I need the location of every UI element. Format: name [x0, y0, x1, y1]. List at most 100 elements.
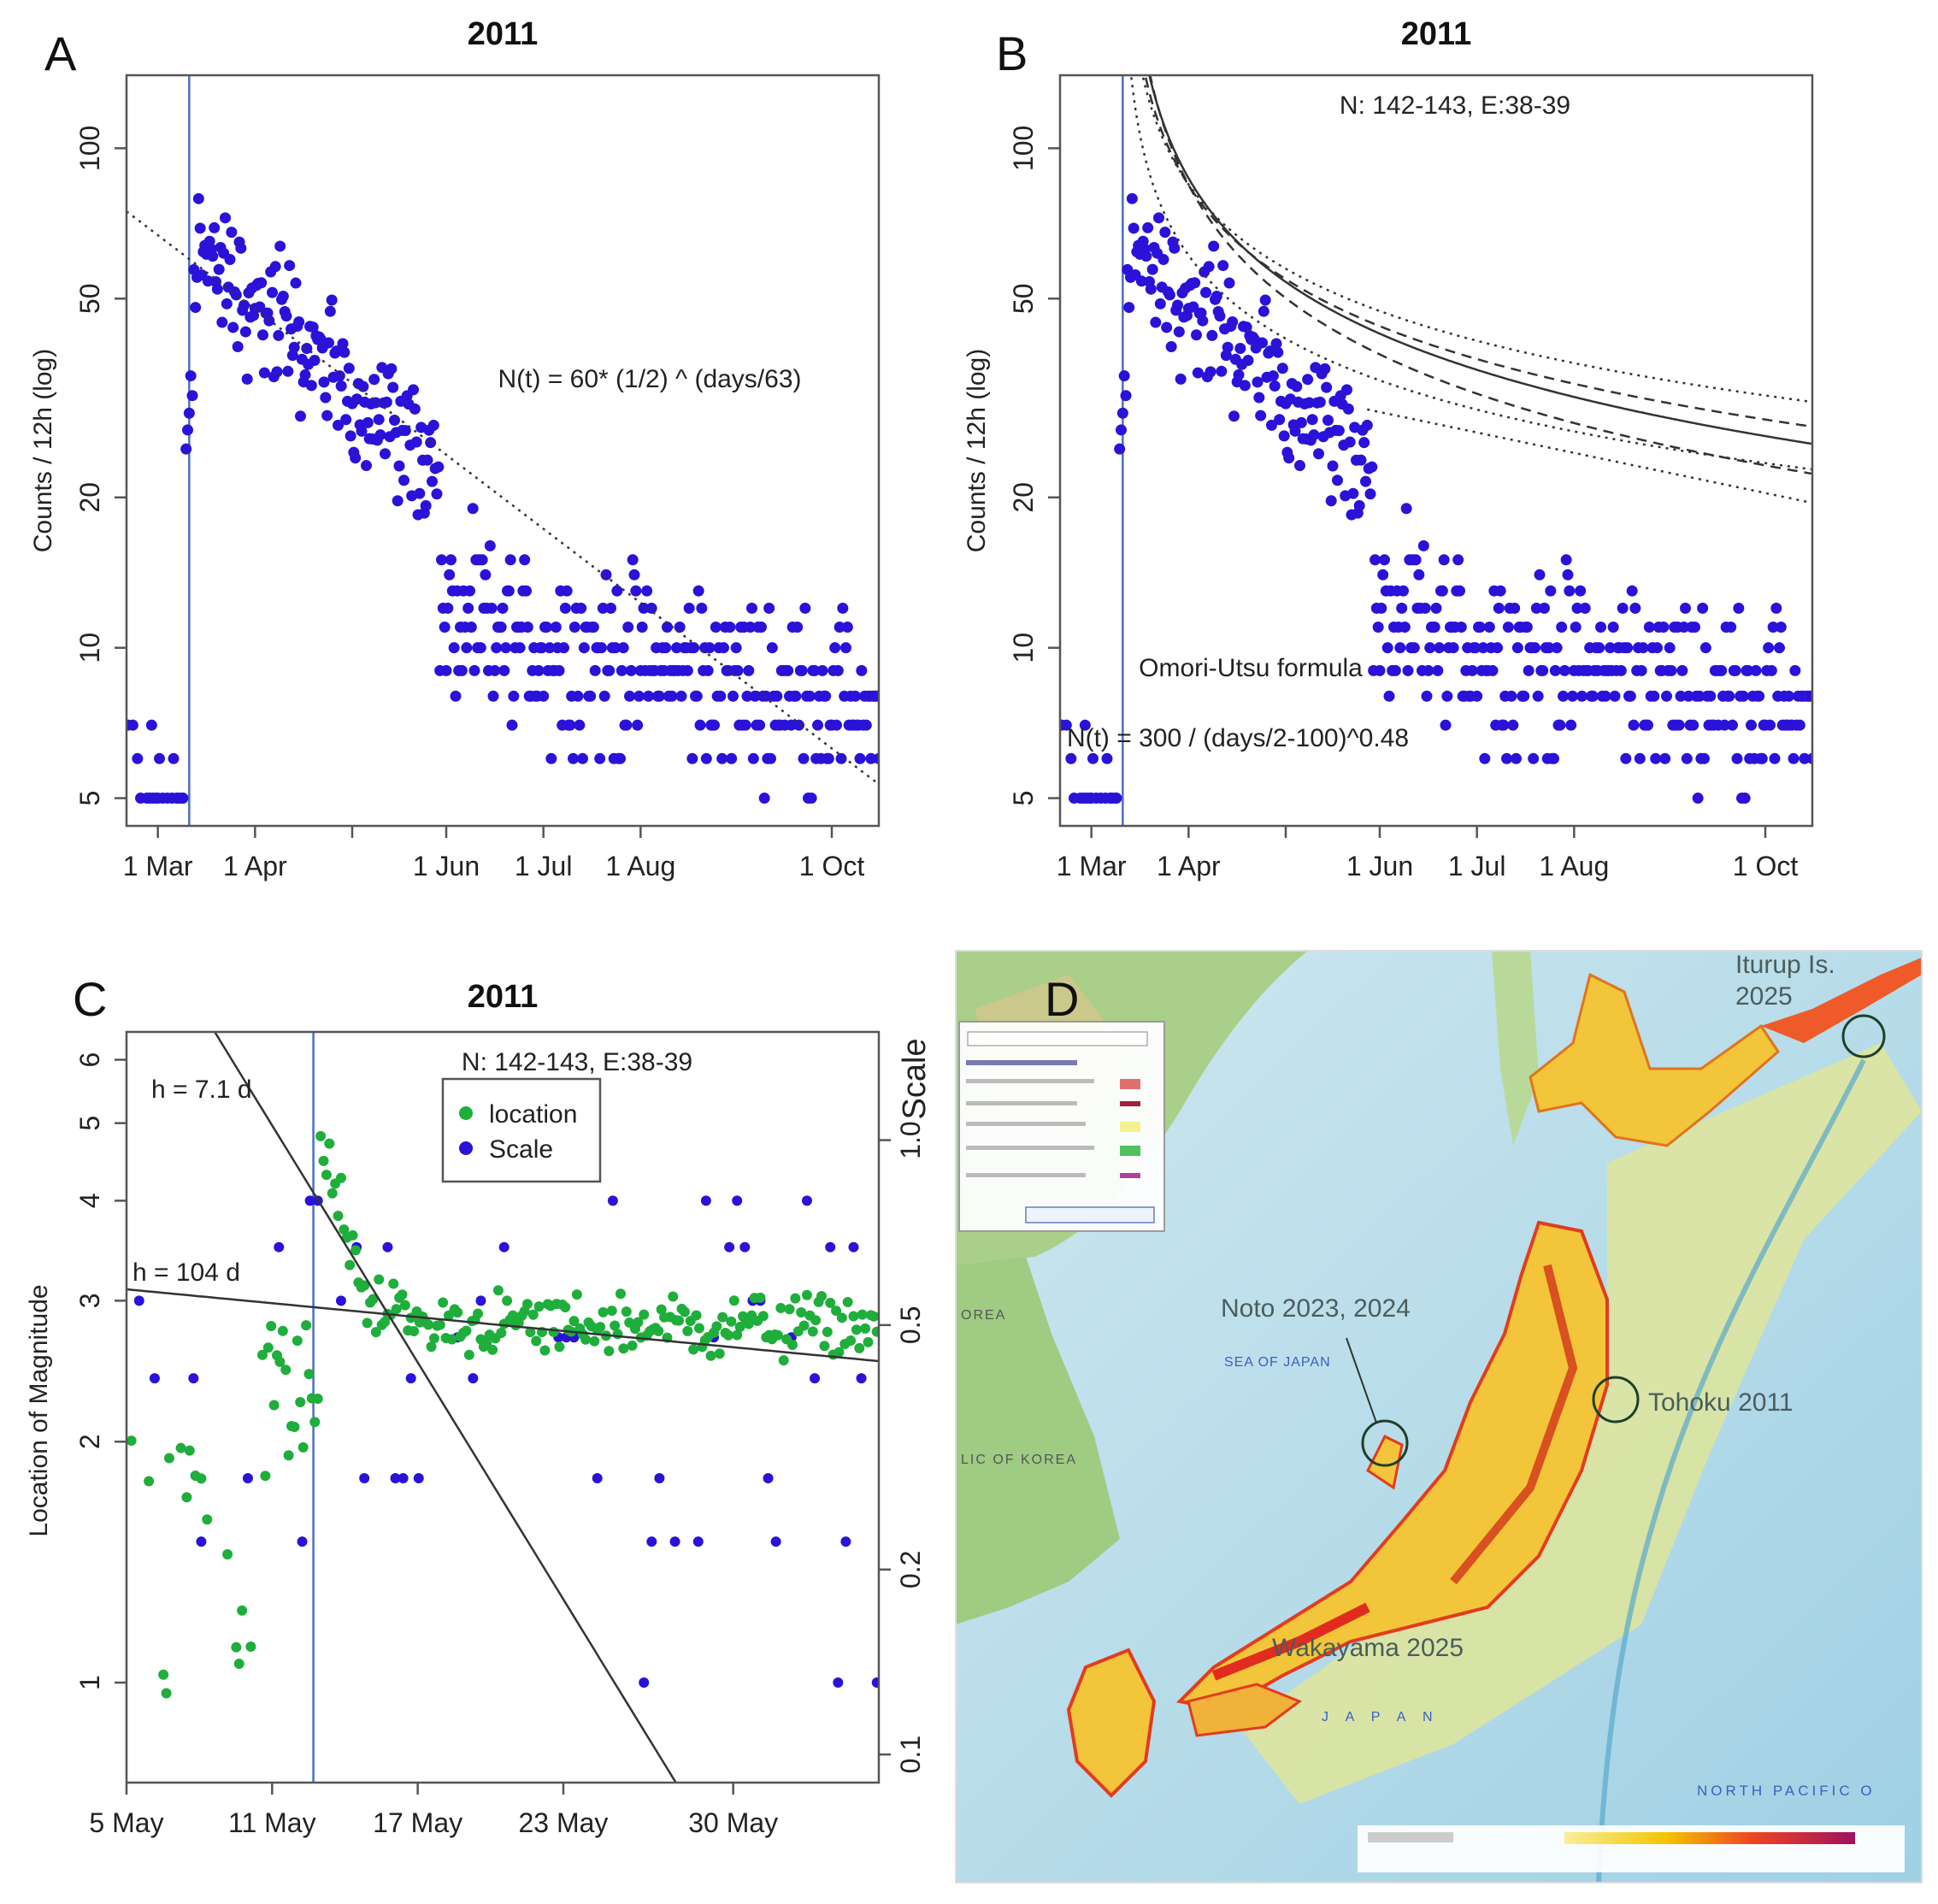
- scale-point: [304, 1195, 315, 1206]
- data-point: [1255, 410, 1267, 421]
- data-point: [1253, 392, 1265, 404]
- data-point: [1257, 337, 1268, 349]
- location-point: [507, 1310, 518, 1321]
- data-point: [636, 621, 648, 633]
- data-point: [444, 569, 456, 581]
- data-point: [1770, 602, 1782, 614]
- data-point: [544, 642, 556, 654]
- location-point: [807, 1326, 818, 1337]
- data-point: [321, 410, 333, 421]
- data-point: [766, 642, 778, 654]
- data-point: [239, 299, 250, 311]
- data-point: [1659, 752, 1671, 764]
- map-label-iturup-year: 2025: [1735, 982, 1793, 1011]
- data-point: [1321, 381, 1333, 393]
- data-point: [1570, 621, 1582, 633]
- y-tick-label: 4: [74, 1193, 105, 1208]
- data-point: [1615, 664, 1627, 676]
- data-point: [683, 602, 695, 614]
- data-point: [1325, 495, 1337, 507]
- data-point: [696, 602, 708, 614]
- map-shikoku: [1187, 1683, 1303, 1737]
- data-point: [1314, 396, 1326, 408]
- data-point: [1501, 752, 1512, 764]
- data-point: [559, 602, 571, 614]
- data-point: [514, 642, 526, 654]
- data-point: [1788, 752, 1800, 764]
- data-point: [1060, 719, 1072, 731]
- map-frame: [955, 950, 1923, 1883]
- data-point: [1150, 316, 1162, 328]
- legend-location-marker: [459, 1106, 473, 1120]
- map-noto-circle: [1361, 1419, 1409, 1467]
- x-tick-label: 1 Jul: [515, 851, 573, 881]
- map-label-iturup: Iturup Is.: [1735, 951, 1835, 979]
- data-point: [1424, 642, 1436, 654]
- data-point: [793, 719, 804, 731]
- data-point: [274, 240, 286, 252]
- location-point: [621, 1306, 632, 1317]
- data-point: [345, 430, 356, 442]
- y-tick-label: 100: [1008, 126, 1039, 171]
- data-point: [1705, 690, 1717, 702]
- data-point: [718, 642, 729, 654]
- data-point: [653, 690, 665, 702]
- location-point: [790, 1293, 801, 1304]
- scale-point: [475, 1295, 486, 1306]
- data-point: [1789, 664, 1801, 676]
- location-point: [303, 1369, 315, 1380]
- data-point: [1079, 719, 1091, 731]
- map-label-wakayama: Wakayama 2025: [1272, 1634, 1464, 1662]
- data-point: [398, 475, 409, 486]
- location-point: [772, 1329, 783, 1341]
- x-tick-label: 1 Aug: [1539, 851, 1609, 881]
- panel-b-y-axis: 5 10 20 50 100: [1008, 126, 1060, 805]
- data-point: [506, 719, 518, 731]
- x-tick-label: 1 Jul: [1448, 851, 1506, 881]
- data-point: [1769, 752, 1781, 764]
- data-point: [1398, 585, 1409, 597]
- data-point: [380, 448, 391, 460]
- location-point: [362, 1317, 373, 1329]
- data-point: [760, 690, 772, 702]
- data-point: [1360, 475, 1371, 487]
- data-point: [1558, 690, 1569, 702]
- data-point: [1242, 355, 1254, 367]
- data-point: [804, 690, 816, 702]
- data-point: [1545, 585, 1557, 597]
- data-point: [1492, 642, 1503, 654]
- data-point: [1372, 621, 1384, 633]
- y-tick-label: 2: [74, 1434, 105, 1449]
- map-tohoku-circle: [1592, 1376, 1640, 1424]
- data-point: [1295, 416, 1307, 428]
- data-point: [1306, 414, 1318, 426]
- panel-c-fit-label-1: h = 7.1 d: [151, 1076, 252, 1104]
- data-point: [627, 554, 639, 566]
- data-point: [564, 719, 576, 731]
- data-point: [739, 719, 751, 731]
- panel-label-c: C: [73, 972, 107, 1026]
- map-sakhalin: [1492, 951, 1539, 1146]
- data-point: [1101, 752, 1113, 764]
- location-point: [615, 1288, 626, 1300]
- panel-a-y-axis: 5 10 20 50 100: [74, 126, 127, 805]
- panel-b-region: N: 142-143, E:38-39: [1340, 91, 1570, 120]
- data-point: [540, 621, 552, 633]
- data-point: [1617, 602, 1629, 614]
- data-point: [1466, 664, 1478, 676]
- data-point: [536, 642, 548, 654]
- data-point: [763, 602, 775, 614]
- data-point: [790, 690, 802, 702]
- location-point: [262, 1342, 274, 1353]
- data-point: [1539, 602, 1550, 614]
- scale-point: [188, 1373, 199, 1384]
- data-point: [1742, 664, 1754, 676]
- location-point: [268, 1400, 280, 1411]
- location-point: [222, 1548, 233, 1559]
- data-point: [1477, 642, 1489, 654]
- y2-tick-label: 0.2: [895, 1551, 926, 1589]
- data-point: [850, 690, 861, 702]
- panel-b-plot-area: [1060, 75, 1812, 826]
- data-point: [596, 642, 607, 654]
